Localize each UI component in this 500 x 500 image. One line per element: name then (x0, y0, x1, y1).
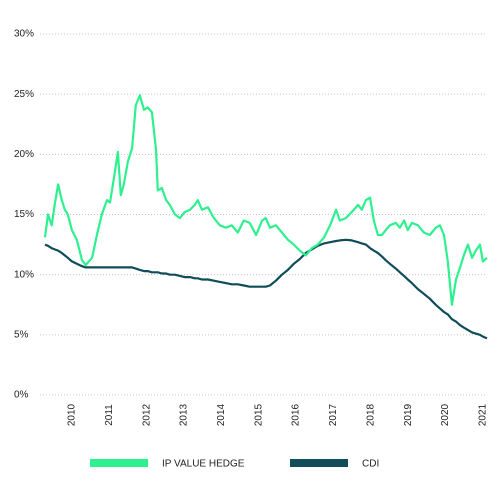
legend-label: IP VALUE HEDGE (162, 459, 245, 470)
series-line (43, 94, 488, 306)
x-tick-label: 2020 (440, 403, 451, 426)
legend-swatch (90, 459, 148, 467)
y-tick-label: 5% (14, 329, 29, 340)
x-tick-label: 2021 (478, 403, 489, 426)
x-tick-label: 2016 (291, 403, 302, 426)
x-tick-label: 2015 (253, 403, 264, 426)
y-tick-label: 10% (14, 269, 34, 280)
y-tick-label: 0% (14, 390, 29, 401)
series-line (44, 238, 488, 340)
x-tick-label: 2013 (179, 403, 190, 426)
legend-label: CDI (362, 459, 379, 470)
x-tick-label: 2017 (328, 403, 339, 426)
x-tick-label: 2011 (104, 404, 115, 426)
x-tick-label: 2010 (67, 403, 78, 426)
y-tick-label: 30% (14, 29, 34, 40)
y-tick-label: 15% (14, 209, 34, 220)
x-tick-label: 2012 (141, 403, 152, 426)
legend-swatch (290, 459, 348, 467)
y-tick-label: 25% (14, 89, 34, 100)
x-tick-label: 2019 (403, 403, 414, 426)
x-tick-label: 2018 (365, 403, 376, 426)
y-tick-label: 20% (14, 149, 34, 160)
x-tick-label: 2014 (216, 403, 227, 426)
